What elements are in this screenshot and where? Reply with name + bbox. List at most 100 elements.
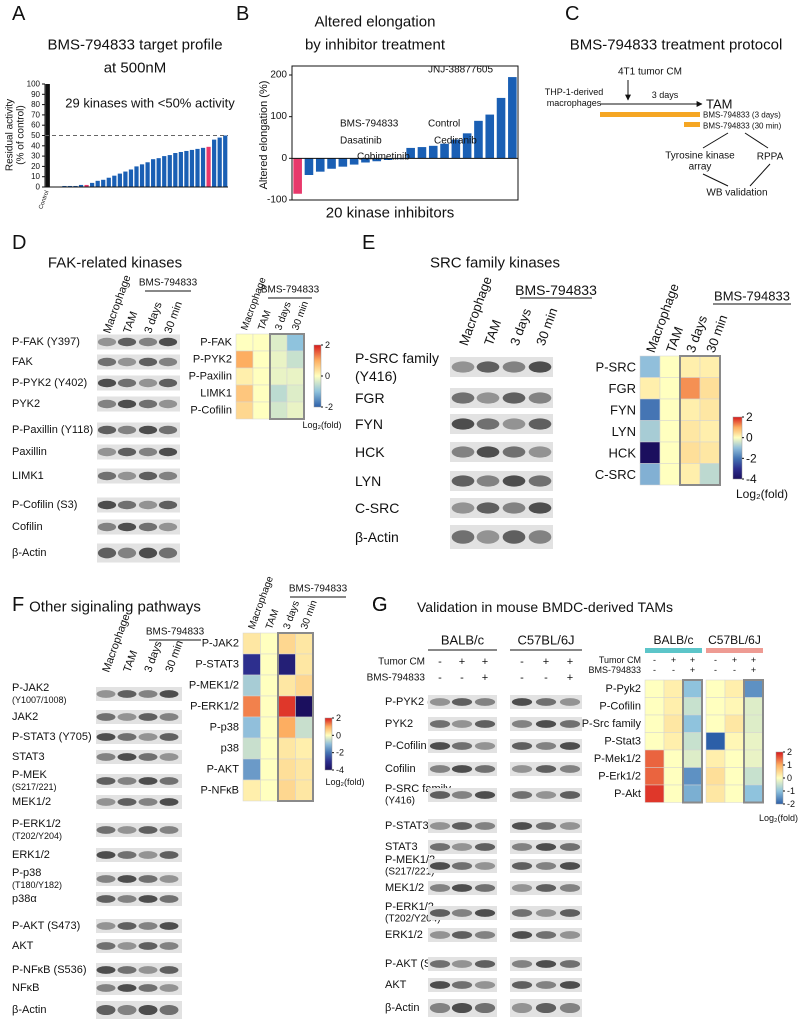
blot-band (535, 843, 557, 851)
colorbar-tick-label: 2 (325, 340, 330, 350)
blot-band (511, 909, 533, 917)
blot-band (535, 742, 557, 750)
blot-band (138, 966, 158, 974)
bar (156, 158, 161, 187)
condition-sign: - (520, 672, 524, 684)
bar (195, 148, 200, 187)
blot-strip (97, 354, 180, 370)
treatment-bar (684, 122, 700, 127)
panel-letter: G (372, 594, 388, 616)
blot-label: P-PYK2 (Y402) (12, 377, 87, 389)
panel-title: FAK-related kinases (48, 255, 182, 272)
blot-band (559, 742, 581, 750)
colorbar-tick-label: 0 (746, 431, 753, 445)
blot-band (451, 843, 473, 851)
heatmap-cell (743, 697, 764, 716)
blot-band (502, 418, 526, 430)
heatmap-cell (644, 697, 665, 716)
heatmap-cell (663, 732, 684, 751)
heatmap-cell (705, 732, 726, 751)
heatmap-cell (724, 749, 745, 768)
bar (78, 184, 84, 187)
blot-band (97, 399, 117, 409)
heatmap-cell (743, 784, 764, 803)
heatmap-cell (252, 333, 271, 352)
chart-title: BMS-794833 target profile (47, 37, 222, 54)
blot-strip (96, 848, 182, 862)
blot-band (158, 399, 178, 409)
heatmap-cell (743, 767, 764, 786)
blot-label: Cofilin (385, 763, 416, 775)
colorbar-tick-label: 0 (325, 371, 330, 381)
blot-band (158, 425, 178, 435)
connector (749, 163, 771, 187)
heatmap-cell (242, 737, 261, 760)
highlight-box (682, 679, 703, 804)
heatmap-row-label: P-Cofilin (190, 405, 232, 417)
blot-band (511, 843, 533, 851)
heatmap-row-label: P-FAK (200, 337, 232, 349)
blot-strip (97, 334, 180, 350)
heatmap-cell (644, 767, 665, 786)
blot-band (159, 851, 179, 859)
blot-band (117, 851, 137, 859)
blot-band (528, 418, 552, 430)
blot-band (138, 895, 158, 903)
bar (90, 182, 95, 187)
blot-band (535, 981, 557, 989)
heatmap-cell (260, 716, 279, 739)
blot-band (117, 357, 137, 367)
blot-band (429, 765, 451, 773)
heatmap-cell (269, 350, 288, 369)
y-tick-label: 100 (270, 111, 287, 122)
colorbar-label: Log₂(fold) (736, 487, 788, 501)
blot-band (451, 791, 473, 799)
assay-label: array (689, 162, 712, 173)
bar (106, 177, 111, 187)
heatmap-cell (242, 632, 261, 655)
blot-band (451, 981, 473, 989)
x-axis-label: 20 kinase inhibitors (326, 205, 454, 222)
heatmap-row-label: FYN (610, 402, 636, 417)
blot-band (117, 1004, 137, 1016)
colorbar-tick-label: 1 (787, 760, 792, 770)
blot-band (138, 399, 158, 409)
blot-label: (Y416) (355, 368, 397, 384)
condition-sign: - (520, 656, 524, 668)
heatmap-row-label: P-Akt (614, 788, 641, 800)
blot-band (528, 361, 552, 373)
bar (372, 158, 382, 162)
blot-band (96, 922, 116, 930)
blot-band (451, 698, 473, 706)
blot-band (158, 337, 178, 347)
blot-label: MEK1/2 (385, 882, 424, 894)
blot-label: P-ERK1/2 (385, 901, 434, 913)
blot-strip (428, 788, 497, 802)
blot-band (138, 875, 158, 883)
condition-sign: + (482, 672, 488, 684)
highlight-box (277, 632, 314, 802)
bar (212, 139, 217, 187)
blot-band (96, 851, 116, 859)
blot-band (429, 931, 451, 939)
blot-label: (T180/Y182) (12, 880, 62, 890)
blot-band (138, 851, 158, 859)
heatmap-cell (260, 674, 279, 697)
blot-strip (450, 442, 553, 462)
blot-label: P-NFκB (S536) (12, 964, 87, 976)
heatmap-cell (679, 355, 701, 378)
blot-band (138, 547, 158, 559)
blot-band (117, 942, 137, 950)
y-tick-label: 50 (31, 131, 40, 140)
heatmap-cell (699, 420, 721, 443)
cells-label: THP-1-derived (545, 87, 604, 97)
blot-strip (96, 963, 182, 977)
blot-label: ERK1/2 (12, 849, 50, 861)
heatmap-cell (724, 767, 745, 786)
blot-band (502, 502, 526, 514)
blot-band (559, 909, 581, 917)
bar (440, 143, 449, 159)
bar (162, 156, 167, 187)
blot-band (559, 884, 581, 892)
blot-band (535, 931, 557, 939)
